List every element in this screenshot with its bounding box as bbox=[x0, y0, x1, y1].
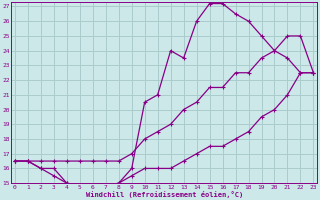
X-axis label: Windchill (Refroidissement éolien,°C): Windchill (Refroidissement éolien,°C) bbox=[85, 191, 243, 198]
